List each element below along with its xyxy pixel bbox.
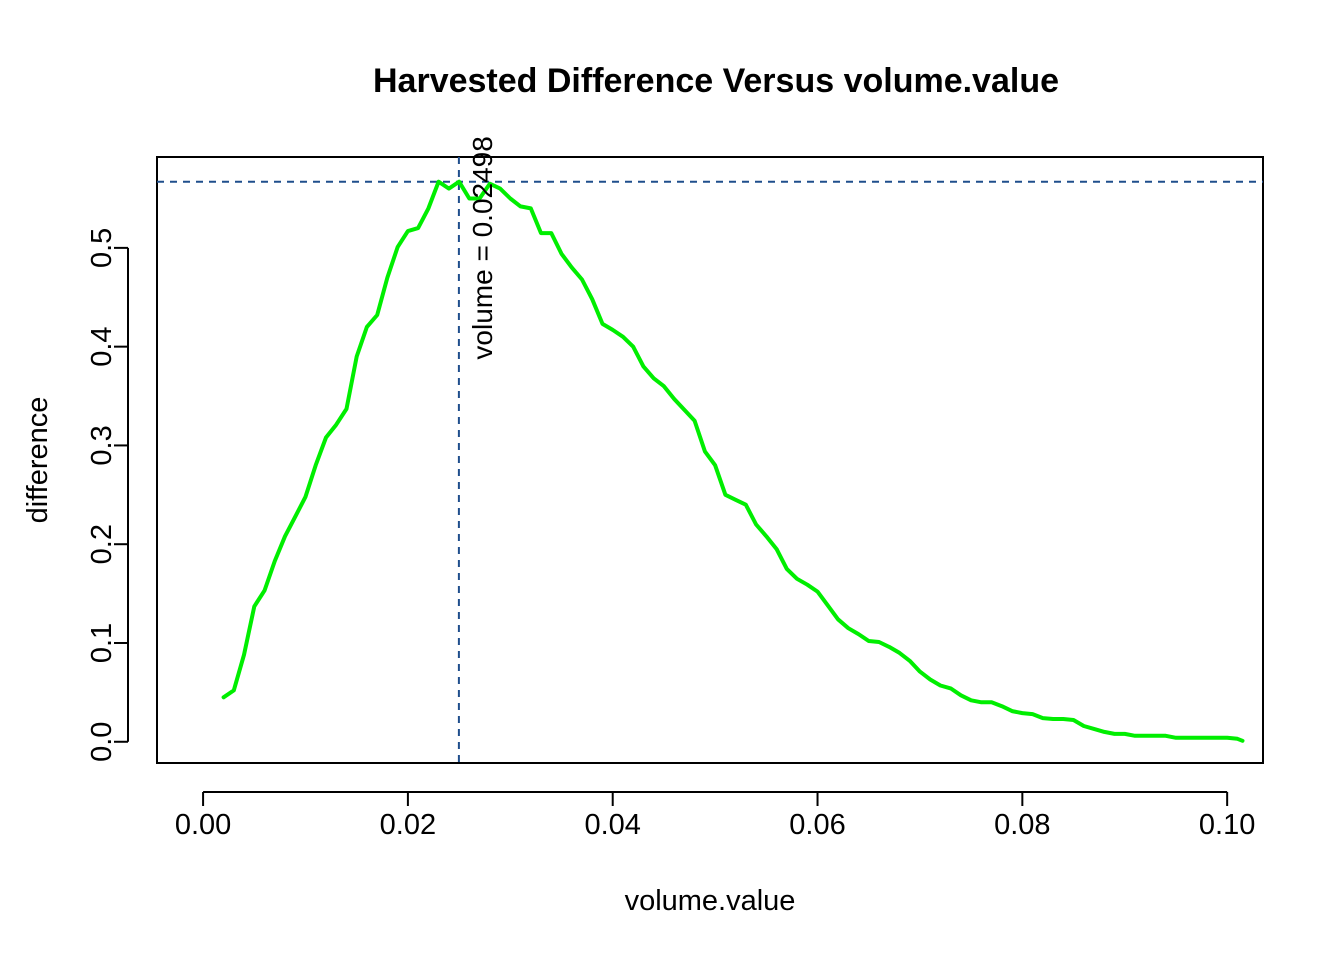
plot-frame [156,156,1264,764]
x-axis-label: volume.value [625,885,796,917]
x-tick-label: 0.10 [1199,809,1255,841]
y-tick-label: 0.5 [86,228,118,268]
y-tick-label: 0.4 [86,326,118,366]
chart-title: Harvested Difference Versus volume.value [373,62,1059,100]
x-tick-label: 0.04 [584,809,640,841]
reference-lines [157,157,1263,763]
annotation-label: volume = 0.02498 [467,136,498,359]
annotations: volume = 0.02498 [467,136,498,359]
x-tick-label: 0.08 [994,809,1050,841]
series-line [221,179,1245,743]
series-layer [221,179,1245,743]
x-tick-label: 0.02 [380,809,436,841]
y-tick-label: 0.2 [86,524,118,564]
x-tick-label: 0.06 [789,809,845,841]
y-tick-label: 0.3 [86,425,118,465]
x-tick-label: 0.00 [175,809,231,841]
x-axis: 0.00 0.02 0.04 0.06 0.08 0.10 [175,791,1255,841]
y-axis: 0.0 0.1 0.2 0.3 0.4 0.5 [86,228,129,762]
y-tick-label: 0.0 [86,722,118,762]
y-tick-label: 0.1 [86,623,118,663]
y-axis-label: difference [22,397,54,524]
